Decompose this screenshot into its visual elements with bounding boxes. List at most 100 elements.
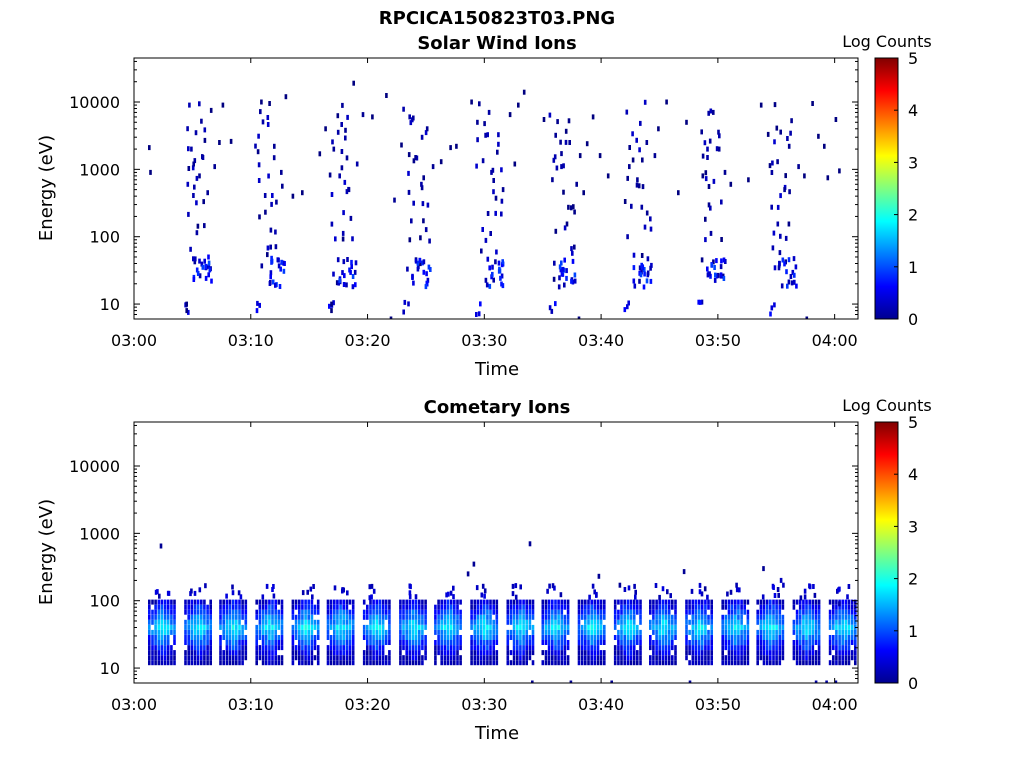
heatmap-cell [369,660,372,666]
heatmap-cell [500,198,504,204]
colorbar-tick-label: 5 [908,49,918,68]
heatmap-cell [717,129,720,135]
heatmap-cell [341,587,344,593]
heatmap-cell [792,624,796,630]
heatmap-cell [291,614,295,620]
heatmap-cell [231,624,235,630]
heatmap-cell [203,604,206,610]
heatmap-cell [291,635,295,640]
heatmap-cell [473,660,477,666]
heatmap-cell [482,604,486,610]
heatmap-cell [828,660,832,666]
heatmap-cell [495,655,499,661]
heatmap-cell [792,640,796,645]
heatmap-cell [258,619,262,625]
heatmap-cell [369,614,372,620]
heatmap-cell [636,177,639,183]
heatmap-cell [424,640,427,645]
heatmap-cell [479,635,483,640]
heatmap-cell [453,655,456,661]
heatmap-cell [228,650,232,656]
heatmap-cell [850,629,854,635]
heatmap-cell [148,635,151,640]
heatmap-cell [721,614,724,620]
heatmap-cell [231,590,235,596]
heatmap-cell [746,624,750,630]
heatmap-cell [418,645,421,651]
heatmap-cell [531,645,535,651]
heatmap-cell [375,650,379,656]
heatmap-cell [645,140,649,145]
heatmap-cell [522,645,525,651]
heatmap-cell [207,260,211,266]
heatmap-cell [298,660,301,666]
heatmap-cell [847,614,851,620]
heatmap-cell [418,604,421,610]
heatmap-cell [701,153,705,159]
heatmap-cell [593,619,597,625]
x-tick-label: 03:30 [461,695,507,714]
heatmap-cell [206,635,209,640]
heatmap-cell [166,645,170,651]
heatmap-cell [691,624,695,630]
heatmap-cell [173,619,176,625]
heatmap-cell [291,645,295,651]
heatmap-cell [443,629,447,635]
heatmap-cell [372,655,375,661]
heatmap-cell [734,650,737,656]
heatmap-cell [584,624,587,630]
heatmap-cell [277,660,281,666]
heatmap-cell [159,543,163,549]
heatmap-cell [626,609,630,615]
heatmap-cell [772,609,775,615]
heatmap-cell [351,645,355,651]
heatmap-cell [805,599,808,605]
heatmap-cell [235,660,238,666]
heatmap-cell [187,650,190,656]
heatmap-cell [424,619,427,625]
heatmap-cell [734,619,737,625]
heatmap-cell [222,655,225,661]
heatmap-cell [603,660,606,666]
heatmap-cell [664,640,668,645]
heatmap-cell [756,660,759,666]
heatmap-cell [641,184,645,190]
heatmap-cell [706,146,709,152]
heatmap-cell [828,645,832,651]
heatmap-cell [632,604,636,610]
heatmap-cell [802,660,805,666]
heatmap-cell [443,599,447,605]
heatmap-cell [440,655,443,661]
heatmap-cell [779,577,783,583]
heatmap-cell [519,640,522,645]
heatmap-cell [629,629,633,635]
heatmap-cell [685,650,688,656]
x-tick-label: 03:00 [111,331,157,350]
heatmap-cell [655,640,658,645]
heatmap-cell [238,655,241,661]
heatmap-cell [271,640,274,645]
heatmap-cell [479,624,483,630]
heatmap-cell [817,655,821,661]
heatmap-cell [187,629,190,635]
heatmap-cell [724,645,728,651]
heatmap-cell [331,139,334,145]
heatmap-cell [449,590,453,596]
heatmap-cell [271,660,274,666]
heatmap-cell [613,599,617,605]
heatmap-cell [261,635,265,640]
heatmap-cell [525,640,528,645]
y-tick-label: 10 [100,659,120,678]
heatmap-cell [802,645,805,651]
colorbar-tick-label: 0 [908,310,918,329]
heatmap-cell [421,201,425,207]
heatmap-cell [476,599,480,605]
heatmap-cell [446,619,450,625]
heatmap-cell [584,655,587,661]
heatmap-cell [671,599,674,605]
heatmap-cell [381,629,385,635]
heatmap-cell [506,640,510,645]
heatmap-cell [196,614,200,620]
heatmap-cell [412,158,416,164]
heatmap-cell [440,660,443,666]
